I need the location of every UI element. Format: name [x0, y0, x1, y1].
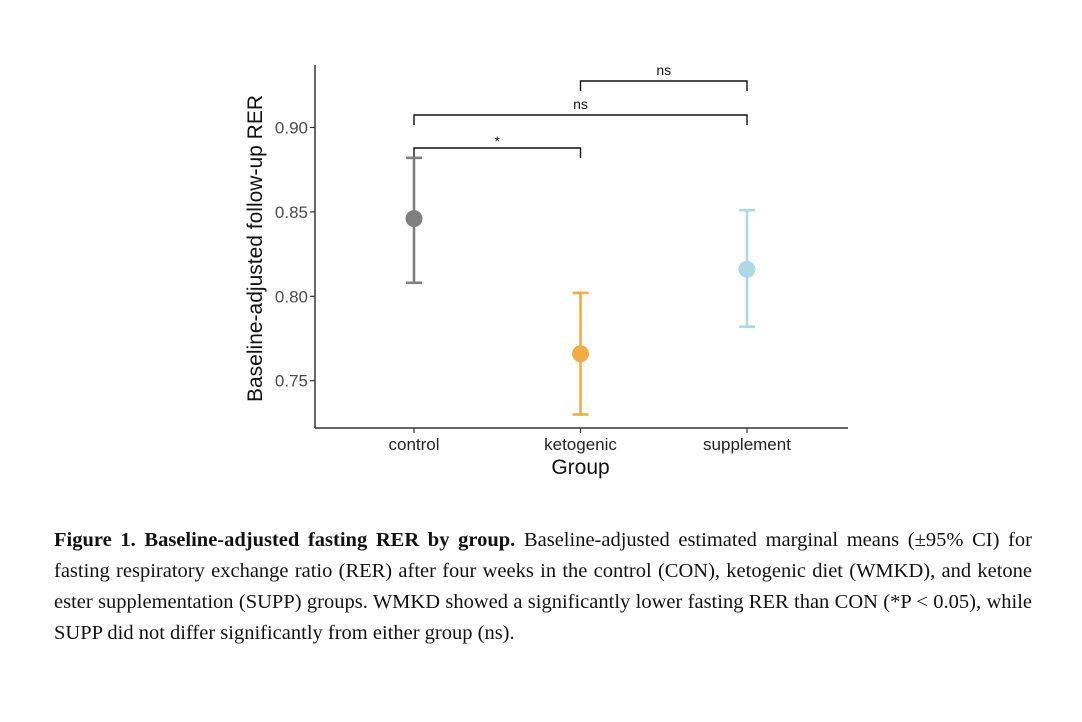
significance-label: ns	[573, 96, 588, 112]
significance-label: *	[495, 133, 501, 149]
figure-caption: Figure 1. Baseline-adjusted fasting RER …	[54, 525, 1032, 649]
significance-bracket	[413, 114, 748, 125]
mean-point	[572, 345, 589, 363]
chart: 0.75 0.80 0.85 0.90 control ketogenic supplem…	[244, 62, 848, 479]
y-tick-label: 0.85	[275, 203, 308, 222]
point-group-control	[405, 156, 423, 285]
x-tick-label: control	[388, 435, 439, 454]
y-tick-label: 0.75	[275, 372, 308, 391]
x-tick-label: supplement	[703, 435, 791, 454]
y-tick-label: 0.80	[275, 287, 308, 306]
axes	[314, 65, 848, 429]
x-axis-title: Group	[551, 456, 609, 479]
significance-bracket	[579, 80, 748, 91]
significance-brackets: * ns ns	[413, 62, 748, 158]
caption-body: Baseline-adjusted estimated marginal mea…	[54, 529, 1032, 644]
mean-point	[405, 210, 423, 228]
y-ticks: 0.75 0.80 0.85 0.90	[275, 118, 315, 391]
x-ticks: control ketogenic supplement	[388, 428, 791, 454]
x-tick-label: ketogenic	[544, 435, 617, 454]
significance-label: ns	[656, 62, 671, 78]
point-group-supplement	[738, 208, 756, 328]
mean-point	[738, 260, 756, 278]
data-points	[405, 156, 756, 416]
significance-bracket	[413, 147, 582, 158]
y-axis-title: Baseline-adjusted follow-up RER	[244, 95, 267, 402]
point-group-ketogenic	[572, 291, 589, 416]
caption-title: Figure 1. Baseline-adjusted fasting RER …	[54, 529, 516, 551]
y-tick-label: 0.90	[275, 118, 308, 137]
